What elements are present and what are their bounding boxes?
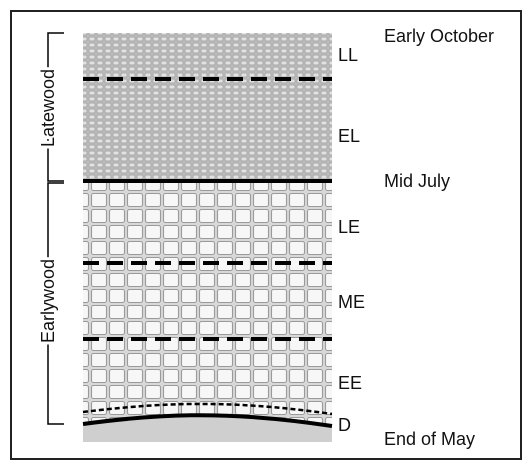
earlywood-bracket [47,182,64,425]
latewood-tissue [83,33,332,181]
zone-label-d: D [338,415,351,435]
latewood-label: Latewood [38,69,58,147]
earlywood-tissue [83,181,332,442]
zone-label-me: ME [338,292,365,312]
zone-label-ll: LL [338,45,358,65]
time-label-end-of-may: End of May [384,429,475,449]
zone-label-el: EL [338,126,360,146]
cell-section-image [83,33,332,442]
zone-label-le: LE [338,217,360,237]
zone-label-ee: EE [338,373,362,393]
earlywood-label: Earlywood [38,259,58,343]
latewood-bracket [47,32,64,182]
time-label-mid-july: Mid July [384,171,450,191]
time-label-early-october: Early October [384,26,494,46]
d-zone-tissue [83,414,332,442]
ee-d-boundary [82,402,333,416]
ring-start-boundary [82,413,333,428]
